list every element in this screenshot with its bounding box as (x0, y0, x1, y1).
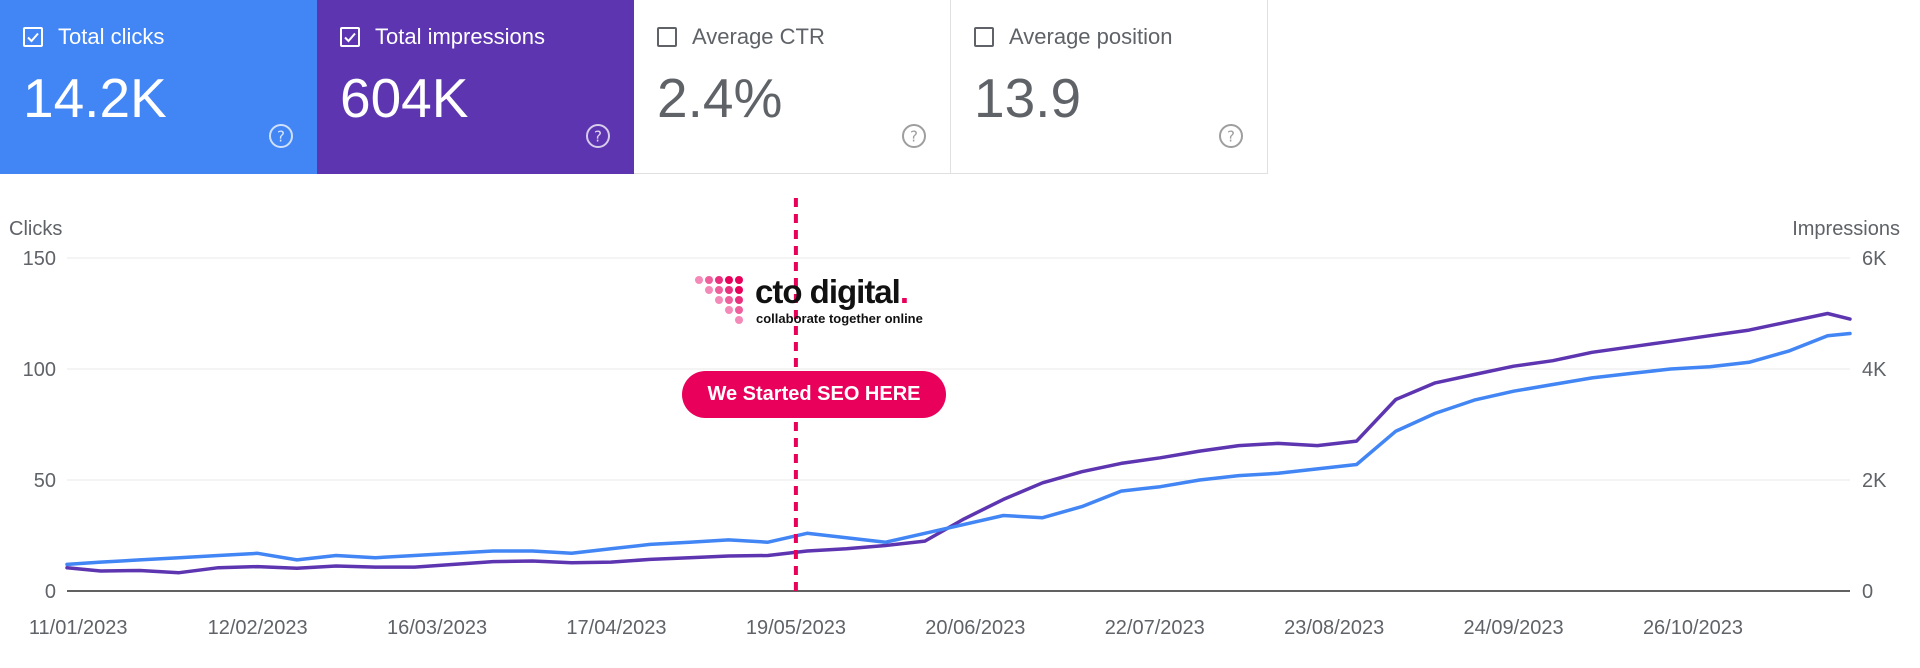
cto-digital-logo-mark-icon (695, 276, 743, 324)
metric-cards: Total clicks 14.2K ? Total impressions 6… (0, 0, 1268, 174)
impressions-series-line (65, 311, 1852, 575)
y-axis-right: 0 2K 4K 6K (1862, 248, 1887, 603)
help-icon[interactable]: ? (1218, 123, 1244, 149)
x-axis: 11/01/2023 12/02/2023 16/03/2023 17/04/2023… (29, 617, 1743, 639)
x-tick-label: 11/01/2023 (29, 617, 128, 639)
card-value: 2.4% (657, 67, 783, 129)
svg-text:?: ? (1227, 128, 1235, 146)
total-clicks-card[interactable]: Total clicks 14.2K ? (0, 0, 317, 174)
y-tick-label-left: 150 (23, 248, 56, 270)
chart-gridlines (67, 257, 1850, 592)
x-tick-label: 23/08/2023 (1284, 617, 1384, 639)
chart-series (65, 311, 1852, 575)
y-tick-label-right: 6K (1862, 248, 1887, 270)
checkbox-unchecked-icon[interactable] (657, 27, 677, 47)
x-tick-label: 19/05/2023 (746, 617, 846, 639)
card-value: 13.9 (974, 67, 1082, 129)
card-value: 14.2K (23, 67, 167, 129)
y-axis-right-title: Impressions (1792, 218, 1900, 240)
card-label: Average CTR (692, 24, 825, 49)
y-tick-label-right: 0 (1862, 581, 1873, 603)
clicks-series-line (65, 331, 1852, 567)
svg-text:?: ? (594, 128, 602, 146)
cto-digital-logo: cto digital. collaborate together online (694, 273, 926, 331)
y-axis-left-title: Clicks (9, 218, 62, 240)
help-icon[interactable]: ? (585, 123, 611, 149)
help-icon[interactable]: ? (901, 123, 927, 149)
y-tick-label-right: 4K (1862, 359, 1887, 381)
logo-name: cto digital. (755, 273, 909, 310)
logo-tagline: collaborate together online (756, 311, 923, 326)
x-tick-label: 16/03/2023 (387, 617, 487, 639)
total-impressions-card[interactable]: Total impressions 604K ? (317, 0, 634, 174)
svg-text:?: ? (277, 128, 285, 146)
x-tick-label: 22/07/2023 (1105, 617, 1205, 639)
x-tick-label: 24/09/2023 (1464, 617, 1564, 639)
performance-chart: 0 50 100 150 0 2K 4K 6K 11/01/2023 12/02/2023 16… (9, 198, 1900, 639)
checkbox-unchecked-icon[interactable] (974, 27, 994, 47)
average-ctr-card[interactable]: Average CTR 2.4% ? (634, 0, 951, 174)
checkbox-checked-icon[interactable] (340, 27, 360, 47)
x-tick-label: 12/02/2023 (208, 617, 308, 639)
card-label: Average position (1009, 24, 1173, 49)
average-position-card[interactable]: Average position 13.9 ? (951, 0, 1268, 174)
checkbox-checked-icon[interactable] (23, 27, 43, 47)
card-value: 604K (340, 67, 469, 129)
y-tick-label-left: 50 (34, 470, 56, 492)
y-tick-label-left: 100 (23, 359, 56, 381)
y-tick-label-left: 0 (45, 581, 56, 603)
card-label: Total clicks (58, 24, 165, 49)
help-icon[interactable]: ? (268, 123, 294, 149)
y-axis-left: 0 50 100 150 (23, 248, 56, 603)
y-tick-label-right: 2K (1862, 470, 1887, 492)
card-label: Total impressions (375, 24, 545, 49)
svg-text:?: ? (910, 128, 918, 146)
x-tick-label: 20/06/2023 (925, 617, 1025, 639)
x-tick-label: 17/04/2023 (566, 617, 666, 639)
x-tick-label: 26/10/2023 (1643, 617, 1743, 639)
seo-start-badge: We Started SEO HERE (682, 371, 946, 418)
